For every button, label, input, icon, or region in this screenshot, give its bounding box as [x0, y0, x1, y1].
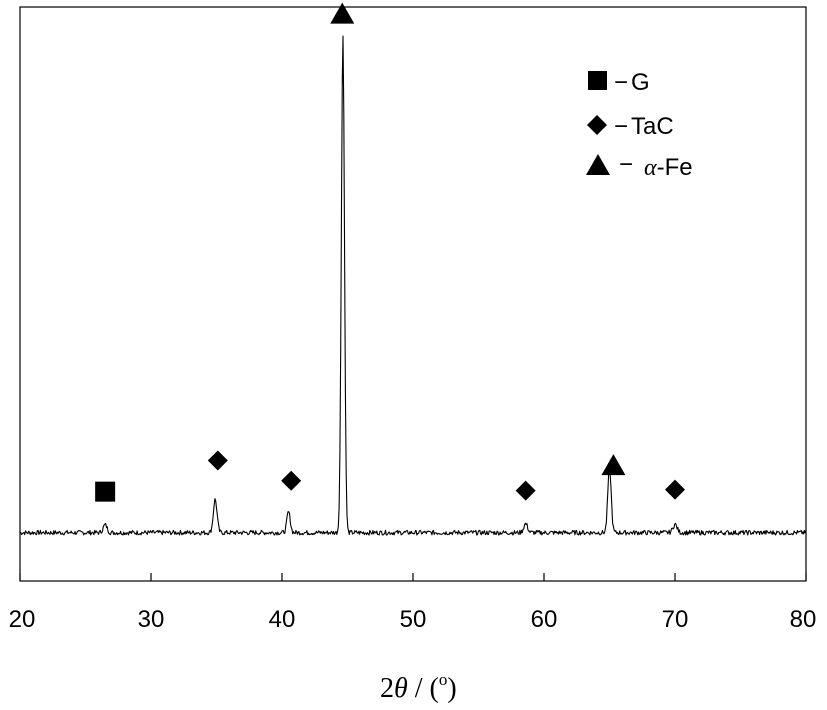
legend-dash: −	[614, 113, 628, 140]
triangle-marker-icon	[330, 2, 355, 24]
x-tick-label: 60	[531, 606, 558, 633]
x-axis-label-close: )	[447, 673, 456, 704]
legend-label-alpha-fe: α-Fe	[644, 154, 693, 181]
legend-dash: −	[614, 69, 628, 96]
legend-square-icon	[588, 71, 607, 90]
x-axis-label-theta: θ	[394, 673, 408, 704]
xrd-pattern-line	[19, 35, 807, 536]
x-axis-tick-labels: 20 30 40 50 60 70 80	[9, 606, 817, 633]
diamond-marker-icon	[665, 479, 685, 500]
x-axis-label-degree: o	[439, 670, 448, 689]
x-axis-label-prefix: 2	[380, 673, 394, 704]
x-tick-label: 30	[138, 606, 165, 633]
diamond-marker-icon	[515, 480, 536, 501]
square-marker-icon	[95, 481, 116, 502]
x-tick-label: 20	[9, 606, 36, 633]
x-tick-label: 50	[400, 606, 427, 633]
legend-triangle-icon	[586, 154, 610, 175]
legend-label-g: G	[631, 69, 650, 96]
x-tick-label: 80	[790, 606, 817, 633]
x-axis-label-suffix: / (	[408, 673, 439, 704]
peak-markers	[95, 2, 685, 502]
legend-dash: −	[619, 151, 633, 178]
triangle-marker-icon	[601, 454, 626, 476]
x-tick-label: 70	[662, 606, 689, 633]
x-tick-label: 40	[269, 606, 296, 633]
plot-frame	[19, 6, 807, 582]
legend-diamond-icon	[587, 115, 607, 135]
diamond-marker-icon	[281, 470, 302, 491]
x-axis-label: 2θ / (o)	[380, 670, 457, 704]
diamond-marker-icon	[207, 450, 228, 471]
x-axis-ticks	[19, 573, 807, 581]
legend-label-fe: -Fe	[657, 154, 693, 181]
legend-label-alpha: α	[644, 155, 657, 181]
legend: − G − TaC − α-Fe	[586, 69, 693, 181]
legend-label-tac: TaC	[631, 113, 674, 140]
